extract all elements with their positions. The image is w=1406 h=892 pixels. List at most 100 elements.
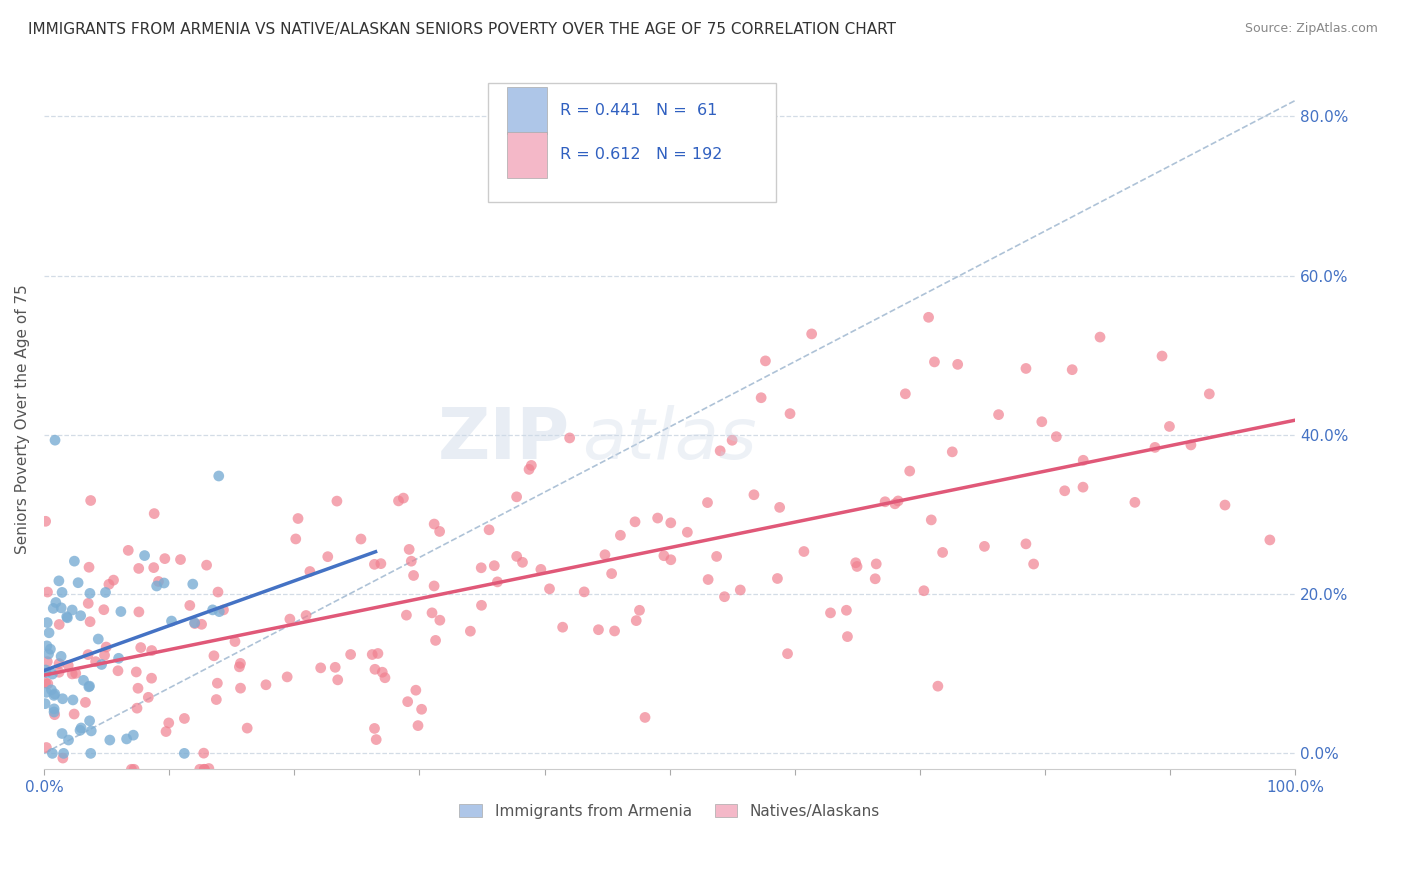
Point: [478, 523, 501, 537]
Point: [79, 714, 101, 728]
Point: [90, 657, 112, 672]
Point: [69, 723, 91, 738]
Point: [835, 603, 858, 617]
Point: [749, 391, 772, 405]
Point: [207, 585, 229, 599]
Point: [366, 732, 388, 747]
Legend: Immigrants from Armenia, Natives/Alaskans: Immigrants from Armenia, Natives/Alaskan…: [453, 797, 886, 825]
Point: [572, 585, 595, 599]
Point: [411, 702, 433, 716]
Point: [70, 721, 93, 735]
Point: [1088, 330, 1111, 344]
Point: [387, 494, 409, 508]
Point: [77, 680, 100, 694]
Point: [153, 576, 176, 591]
Point: [754, 354, 776, 368]
Point: [49, 649, 72, 664]
Point: [276, 670, 298, 684]
Point: [184, 616, 207, 631]
Point: [395, 608, 418, 623]
Point: [136, 690, 159, 705]
Point: [58, 658, 80, 673]
Point: [48, 665, 70, 680]
Point: [122, 728, 145, 742]
Point: [110, 605, 132, 619]
Point: [920, 513, 942, 527]
Point: [845, 556, 868, 570]
Point: [198, 762, 221, 776]
Point: [128, 605, 150, 619]
Point: [52, 691, 75, 706]
Point: [56, 611, 79, 625]
Point: [228, 660, 250, 674]
Point: [236, 721, 259, 735]
Text: R = 0.612   N = 192: R = 0.612 N = 192: [560, 147, 721, 162]
Point: [912, 583, 935, 598]
Point: [148, 574, 170, 589]
Point: [370, 557, 392, 571]
Point: [676, 525, 699, 540]
Point: [713, 590, 735, 604]
Point: [709, 443, 731, 458]
Point: [371, 665, 394, 680]
Point: [201, 603, 224, 617]
Point: [52, 747, 75, 761]
Point: [38, 625, 60, 640]
Point: [364, 662, 387, 676]
Point: [62, 693, 84, 707]
Point: [42, 601, 65, 615]
Point: [44, 707, 66, 722]
Text: atlas: atlas: [582, 406, 756, 475]
Point: [309, 661, 332, 675]
Point: [42, 705, 65, 719]
Point: [863, 572, 886, 586]
Point: [706, 549, 728, 564]
Point: [117, 543, 139, 558]
Point: [887, 494, 910, 508]
Point: [326, 494, 349, 508]
Point: [484, 558, 506, 573]
Point: [35, 685, 58, 699]
Point: [37, 615, 59, 630]
Point: [107, 651, 129, 665]
Point: [392, 491, 415, 505]
Point: [470, 561, 492, 575]
Point: [609, 528, 631, 542]
Point: [141, 671, 163, 685]
Point: [69, 608, 91, 623]
Point: [224, 634, 246, 648]
Point: [894, 386, 917, 401]
Point: [837, 630, 859, 644]
Point: [98, 733, 121, 747]
Point: [538, 582, 561, 596]
Point: [626, 614, 648, 628]
Point: [34, 514, 56, 528]
Point: [77, 596, 100, 610]
Point: [87, 632, 110, 646]
Point: [367, 647, 389, 661]
Point: [558, 431, 581, 445]
Point: [48, 574, 70, 588]
Point: [396, 695, 419, 709]
Text: Source: ZipAtlas.com: Source: ZipAtlas.com: [1244, 22, 1378, 36]
Point: [517, 462, 540, 476]
Point: [917, 310, 939, 325]
Point: [205, 692, 228, 706]
Point: [63, 554, 86, 568]
Point: [429, 524, 451, 539]
Point: [742, 488, 765, 502]
Point: [941, 445, 963, 459]
Point: [1071, 453, 1094, 467]
Point: [37, 655, 59, 669]
Point: [865, 557, 887, 571]
Point: [75, 695, 97, 709]
Point: [51, 726, 73, 740]
Point: [127, 681, 149, 696]
Point: [1198, 387, 1220, 401]
Point: [34, 675, 56, 690]
Point: [820, 606, 842, 620]
Point: [505, 490, 527, 504]
Point: [425, 633, 447, 648]
Point: [44, 687, 66, 701]
Point: [1015, 537, 1038, 551]
